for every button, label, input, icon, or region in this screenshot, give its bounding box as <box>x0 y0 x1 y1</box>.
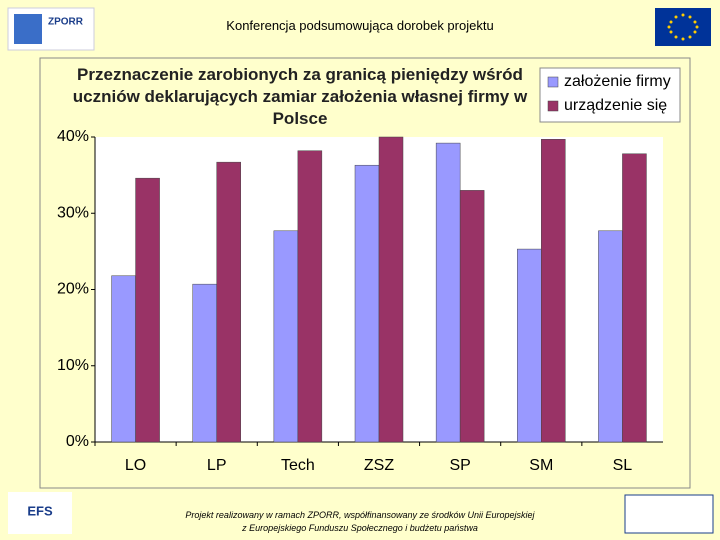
efs-logo <box>8 492 72 534</box>
bar <box>192 283 217 443</box>
bar <box>598 230 623 443</box>
bar <box>517 248 542 443</box>
x-tick-label: LP <box>207 457 227 474</box>
footer: Projekt realizowany w ramach ZPORR, wspó… <box>150 509 570 535</box>
footer-line: Projekt realizowany w ramach ZPORR, wspó… <box>185 510 535 520</box>
legend-swatch <box>547 100 559 112</box>
legend-label: założenie firmy <box>564 73 671 90</box>
x-tick-label: SM <box>529 457 553 474</box>
bar <box>297 150 323 443</box>
bar <box>541 139 566 443</box>
y-tick-label: 10% <box>57 357 89 374</box>
bar <box>111 275 136 443</box>
y-tick-label: 20% <box>57 281 89 298</box>
bar <box>273 230 299 443</box>
bar <box>354 164 380 443</box>
x-tick-label: SL <box>613 457 633 474</box>
bar <box>459 190 485 443</box>
y-tick-label: 40% <box>57 128 89 145</box>
chart-title: Przeznaczenie zarobionych za granicą pie… <box>72 65 528 128</box>
bar <box>622 153 647 443</box>
bar <box>135 177 160 443</box>
bar <box>378 136 404 443</box>
header-title: Konferencja podsumowująca dorobek projek… <box>226 18 494 33</box>
legend <box>539 67 681 123</box>
x-tick-label: ZSZ <box>364 457 394 474</box>
y-tick-label: 0% <box>66 433 89 450</box>
bar <box>216 161 241 443</box>
footer-line: z Europejskiego Funduszu Społecznego i b… <box>242 523 478 533</box>
y-tick-label: 30% <box>57 204 89 221</box>
zporr-icon <box>14 14 42 44</box>
legend-label: urządzenie się <box>564 97 667 114</box>
x-tick-label: Tech <box>281 457 315 474</box>
legend-swatch <box>547 76 559 88</box>
efs-text: EFS <box>27 503 53 518</box>
bar <box>435 142 461 443</box>
zporr-text: ZPORR <box>48 17 84 28</box>
x-tick-label: LO <box>125 457 146 474</box>
x-tick-label: SP <box>449 457 470 474</box>
eu-stars <box>667 13 699 41</box>
eds-logo <box>624 494 714 534</box>
